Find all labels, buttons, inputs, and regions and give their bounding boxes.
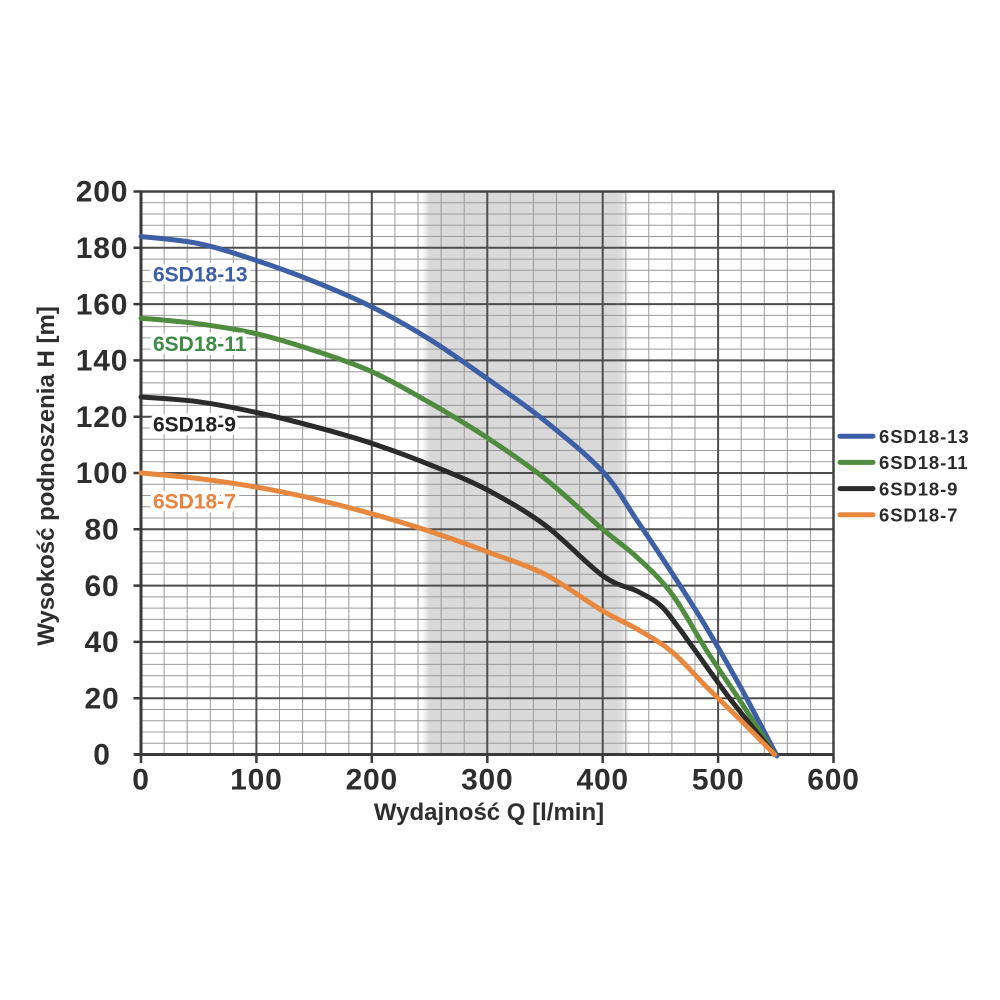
- svg-text:6SD18-13: 6SD18-13: [153, 264, 248, 287]
- svg-text:40: 40: [85, 626, 120, 659]
- svg-text:6SD18-13: 6SD18-13: [879, 426, 970, 447]
- svg-text:160: 160: [76, 288, 128, 321]
- svg-text:200: 200: [76, 176, 128, 209]
- svg-text:400: 400: [576, 764, 628, 797]
- svg-text:6SD18-11: 6SD18-11: [879, 452, 968, 473]
- svg-text:60: 60: [85, 570, 120, 603]
- svg-text:300: 300: [461, 764, 513, 797]
- svg-text:0: 0: [132, 764, 150, 797]
- svg-text:200: 200: [346, 764, 398, 797]
- svg-text:6SD18-7: 6SD18-7: [153, 491, 236, 514]
- svg-text:100: 100: [76, 457, 128, 490]
- svg-text:500: 500: [692, 764, 744, 797]
- svg-text:80: 80: [85, 514, 120, 547]
- svg-text:100: 100: [230, 764, 282, 797]
- svg-text:Wydajność Q [l/min]: Wydajność Q [l/min]: [374, 799, 604, 826]
- svg-text:6SD18-7: 6SD18-7: [879, 505, 958, 526]
- svg-text:120: 120: [76, 401, 128, 434]
- svg-text:6SD18-9: 6SD18-9: [879, 478, 958, 499]
- svg-text:6SD18-9: 6SD18-9: [153, 414, 236, 437]
- svg-text:0: 0: [93, 739, 111, 772]
- svg-text:Wysokość podnoszenia H [m]: Wysokość podnoszenia H [m]: [33, 306, 60, 646]
- svg-text:6SD18-11: 6SD18-11: [153, 333, 247, 356]
- svg-text:20: 20: [85, 682, 120, 715]
- svg-text:140: 140: [76, 345, 128, 378]
- svg-text:600: 600: [807, 764, 859, 797]
- svg-text:180: 180: [76, 232, 128, 265]
